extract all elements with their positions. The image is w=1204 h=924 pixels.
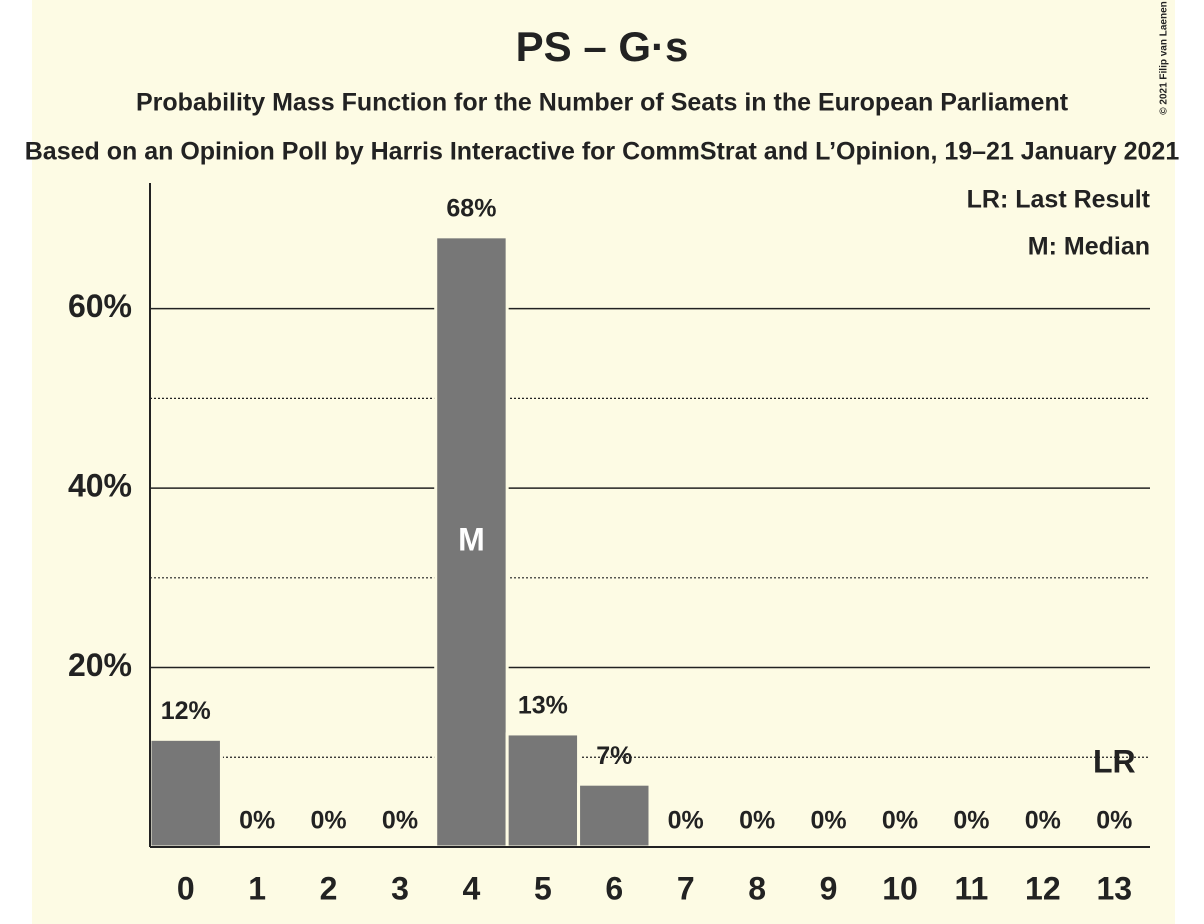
x-tick-label: 2 [320,870,338,906]
bar [505,732,581,849]
chart-title: PS – G·s [516,23,689,70]
chart-subtitle: Based on an Opinion Poll by Harris Inter… [25,138,1180,166]
value-label: 0% [311,807,347,835]
last-result-marker: LR [1093,743,1136,779]
bar [434,235,509,849]
value-label: 68% [446,194,496,222]
y-tick-label: 40% [68,468,132,504]
legend-entry: M: Median [1028,233,1150,261]
value-label: 0% [739,807,775,835]
bar [577,782,652,849]
value-label: 7% [596,742,632,770]
value-label: 0% [239,807,275,835]
x-tick-label: 12 [1025,870,1061,906]
value-label: 0% [668,807,704,835]
value-label: 0% [953,807,989,835]
x-tick-label: 6 [605,870,623,906]
y-tick-label: 20% [68,647,132,683]
value-label: 0% [1096,807,1132,835]
copyright: © 2021 Filip van Laenen [1159,1,1170,115]
median-marker: M [458,521,485,557]
x-tick-label: 10 [882,870,918,906]
x-tick-label: 7 [677,870,695,906]
x-tick-label: 0 [177,870,195,906]
y-tick-label: 60% [68,288,132,324]
value-label: 0% [811,807,847,835]
x-tick-label: 8 [748,870,766,906]
x-tick-label: 5 [534,870,552,906]
x-tick-label: 11 [955,870,989,906]
chart-subtitle: Probability Mass Function for the Number… [136,89,1069,117]
bar [148,737,223,849]
value-label: 12% [161,697,211,725]
x-tick-label: 3 [391,870,409,906]
x-tick-label: 1 [248,870,266,906]
value-label: 0% [382,807,418,835]
x-tick-label: 13 [1096,870,1132,906]
value-label: 0% [882,807,918,835]
legend-entry: LR: Last Result [967,186,1151,214]
x-tick-label: 9 [820,870,838,906]
value-label: 13% [518,692,568,720]
x-tick-label: 4 [463,870,481,906]
value-label: 0% [1025,807,1061,835]
